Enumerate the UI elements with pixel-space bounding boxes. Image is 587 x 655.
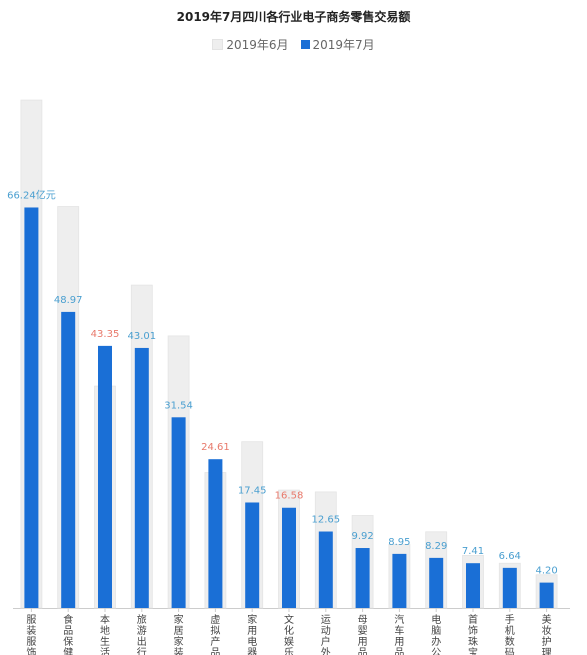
bar-july-9[interactable]	[355, 548, 370, 608]
bar-july-6[interactable]	[245, 502, 260, 608]
x-tick-label-1: 食品保健	[63, 613, 73, 655]
legend-swatch-june	[212, 39, 224, 50]
data-label-9: 9.92	[351, 531, 373, 542]
x-tick-label-9: 母婴用品	[358, 614, 368, 655]
x-tick-label-7: 文化娱乐	[284, 613, 294, 655]
bar-july-11[interactable]	[429, 557, 444, 608]
x-tick-label-13: 手机数码	[505, 613, 515, 655]
data-label-14: 4.20	[535, 566, 557, 577]
data-label-8: 12.65	[311, 515, 340, 526]
bar-july-14[interactable]	[539, 582, 554, 608]
data-label-7: 16.58	[275, 491, 304, 502]
data-label-6: 17.45	[238, 485, 267, 496]
data-label-2: 43.35	[91, 329, 120, 340]
x-tick-label-0: 服装服饰	[26, 614, 36, 655]
bar-july-13[interactable]	[502, 567, 517, 608]
data-label-13: 6.64	[499, 551, 521, 562]
legend: 2019年6月 2019年7月	[0, 36, 587, 53]
bar-july-4[interactable]	[171, 417, 186, 608]
x-tick-label-3: 旅游出行	[137, 613, 147, 655]
legend-item-july[interactable]: 2019年7月	[300, 36, 375, 53]
bar-july-0[interactable]	[24, 207, 39, 608]
x-tick-label-4: 家居家装	[174, 613, 184, 655]
x-tick-label-5: 虚拟产品	[210, 614, 220, 655]
bar-july-7[interactable]	[282, 507, 296, 608]
chart-title: 2019年7月四川各行业电子商务零售交易额	[176, 10, 411, 24]
data-label-11: 8.29	[425, 541, 447, 552]
x-tick-label-2: 本地生活	[100, 613, 110, 655]
x-tick-label-14: 美妆护理	[542, 613, 552, 655]
data-label-12: 7.41	[462, 546, 484, 557]
data-label-10: 8.95	[388, 537, 410, 548]
data-label-3: 43.01	[127, 331, 156, 342]
x-tick-label-11: 电脑办公	[431, 613, 441, 655]
data-label-0: 66.24亿元	[7, 188, 56, 201]
bar-july-12[interactable]	[466, 563, 480, 608]
bar-july-5[interactable]	[208, 459, 223, 608]
x-tick-label-12: 首饰珠宝	[468, 613, 478, 655]
x-tick-label-6: 家用电器	[247, 613, 257, 655]
legend-label-july: 2019年7月	[312, 38, 375, 52]
data-label-1: 48.97	[54, 295, 83, 306]
data-label-5: 24.61	[201, 442, 230, 453]
legend-label-june: 2019年6月	[226, 38, 289, 52]
bar-july-8[interactable]	[318, 531, 333, 608]
bar-july-10[interactable]	[392, 553, 407, 608]
legend-swatch-july	[300, 40, 310, 49]
bar-july-1[interactable]	[61, 311, 76, 608]
bar-july-3[interactable]	[134, 347, 149, 608]
legend-item-june[interactable]: 2019年6月	[212, 36, 289, 53]
bar-july-2[interactable]	[98, 345, 112, 608]
x-tick-label-8: 运动户外	[321, 614, 331, 655]
data-label-4: 31.54	[164, 400, 193, 411]
x-tick-label-10: 汽车用品	[394, 613, 404, 655]
